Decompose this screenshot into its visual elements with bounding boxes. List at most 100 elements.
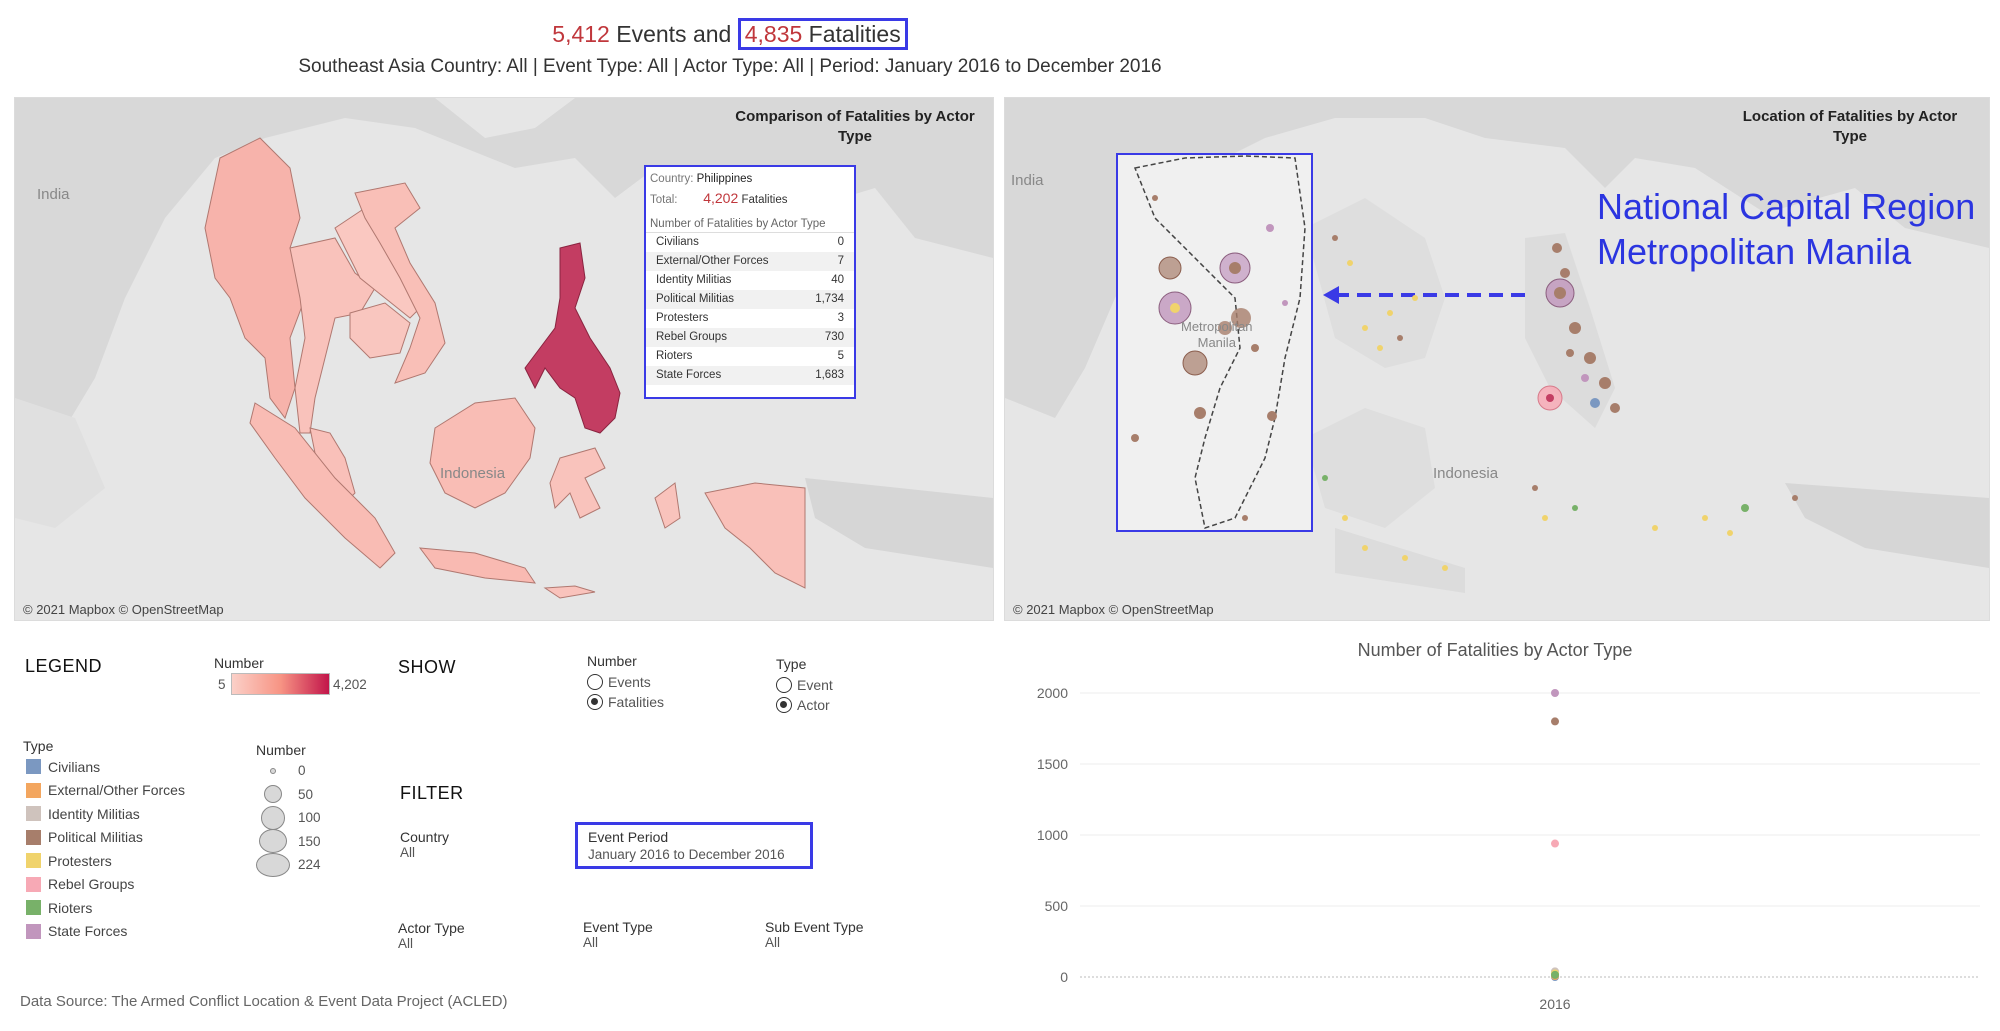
bubble-political-militias[interactable] [1251, 344, 1259, 352]
chart-point-state-forces[interactable] [1551, 689, 1559, 697]
cambodia-shape[interactable] [349, 302, 411, 359]
bubble-protesters[interactable] [1342, 515, 1348, 521]
bubble-political-militias[interactable] [1569, 322, 1581, 334]
tooltip-row-value: 7 [837, 255, 844, 267]
bubble-civilians[interactable] [1590, 398, 1600, 408]
right-india-label: India [1011, 172, 1044, 189]
bubble-political-militias[interactable] [1397, 335, 1403, 341]
bubble-political-militias[interactable] [1792, 495, 1798, 501]
bubble-political-militias[interactable] [1532, 485, 1538, 491]
bubble-political-militias[interactable] [1584, 352, 1596, 364]
sulawesi-shape[interactable] [549, 447, 606, 519]
bubble-political-militias[interactable] [1552, 243, 1562, 253]
bubble-protesters[interactable] [1442, 565, 1448, 571]
maluku-shape[interactable] [654, 482, 681, 529]
bubble-state-forces[interactable] [1581, 374, 1589, 382]
type-legend-item[interactable]: Protesters [26, 849, 185, 873]
bubble-political-militias[interactable] [1267, 411, 1277, 421]
bubble-protesters[interactable] [1170, 303, 1180, 313]
chart-point-rebel-groups[interactable] [1551, 839, 1559, 848]
event-type-filter[interactable]: Event Type All [583, 919, 653, 950]
bubble-political-militias[interactable] [1229, 262, 1241, 274]
bubble-protesters[interactable] [1387, 310, 1393, 316]
bubble-protesters[interactable] [1347, 260, 1353, 266]
bubble-political-militias[interactable] [1242, 515, 1248, 521]
philippines-tooltip: Country: Philippines Total: 4,202 Fatali… [644, 165, 856, 399]
bubble-protesters[interactable] [1542, 515, 1548, 521]
bubble-protesters[interactable] [1362, 325, 1368, 331]
right-map-title-line1: Location of Fatalities by Actor [1742, 108, 1958, 125]
type-legend-item[interactable]: External/Other Forces [26, 779, 185, 803]
color-ramp [231, 673, 330, 695]
bubble-rioters[interactable] [1741, 504, 1749, 512]
bubble-protesters[interactable] [1652, 525, 1658, 531]
papua-shape[interactable] [704, 482, 806, 589]
bubble-rioters[interactable] [1572, 505, 1578, 511]
fatalities-location-map[interactable]: India Indonesia Metropolitan Manila Loca… [1004, 97, 1990, 621]
bubble-protesters[interactable] [1702, 515, 1708, 521]
country-filter[interactable]: Country All [400, 829, 449, 860]
bubble-political-militias[interactable] [1194, 407, 1206, 419]
type-event-radio[interactable]: Event [776, 675, 833, 695]
vietnam-shape[interactable] [354, 182, 446, 384]
philippines-shape[interactable] [524, 242, 621, 434]
number-toggle-options: Events Fatalities [587, 672, 664, 712]
bubble-political-militias[interactable] [1332, 235, 1338, 241]
bubble-political-militias[interactable] [1566, 349, 1574, 357]
metro-manila-inset[interactable] [1116, 153, 1313, 532]
sub-event-type-filter[interactable]: Sub Event Type All [765, 919, 864, 950]
type-legend-item[interactable]: Political Militias [26, 826, 185, 850]
country-filter-value[interactable]: All [400, 845, 416, 860]
bubble-political-militias[interactable] [1599, 377, 1611, 389]
bubble-political-militias[interactable] [1158, 256, 1182, 280]
event-type-value[interactable]: All [583, 935, 599, 950]
bubble-political-militias[interactable] [1560, 268, 1570, 278]
bubble-political-militias[interactable] [1554, 287, 1566, 299]
bubble-protesters[interactable] [1402, 555, 1408, 561]
number-fatalities-radio[interactable]: Fatalities [587, 692, 664, 712]
bubble-state-forces[interactable] [1266, 224, 1274, 232]
type-legend-item[interactable]: Rioters [26, 896, 185, 920]
sumatra-shape[interactable] [249, 402, 396, 569]
bubble-political-militias[interactable] [1131, 434, 1139, 442]
lesser-sunda-shape[interactable] [543, 585, 596, 599]
bubble-protesters[interactable] [1412, 295, 1418, 301]
type-legend-item[interactable]: Identity Militias [26, 802, 185, 826]
chart-point-rioters[interactable] [1551, 970, 1559, 979]
radio-circle-icon[interactable] [776, 697, 792, 713]
right-background-indochina [1305, 198, 1445, 368]
bubble-protesters[interactable] [1362, 545, 1368, 551]
borneo-shape[interactable] [429, 397, 536, 509]
type-swatch [26, 923, 41, 939]
event-period-filter[interactable]: Event Period January 2016 to December 20… [575, 822, 813, 869]
java-shape[interactable] [418, 547, 537, 584]
bubble-political-militias[interactable] [1231, 308, 1251, 328]
actor-type-value[interactable]: All [398, 936, 414, 951]
actor-type-filter[interactable]: Actor Type All [398, 920, 465, 951]
chart-plot: 0 500 1000 1500 2000 2016 [1037, 685, 1980, 1012]
bubble-protesters[interactable] [1727, 530, 1733, 536]
sub-event-type-value[interactable]: All [765, 935, 781, 950]
radio-circle-icon[interactable] [587, 694, 603, 710]
myanmar-shape[interactable] [204, 137, 306, 420]
bubble-rebel-groups[interactable] [1546, 394, 1554, 402]
bubble-political-militias[interactable] [1218, 321, 1232, 335]
type-legend-item[interactable]: State Forces [26, 920, 185, 944]
bubble-political-militias[interactable] [1610, 403, 1620, 413]
fatalities-choropleth-map[interactable]: India Indonesia Comparison of Fatalities… [14, 97, 994, 621]
bubble-state-forces[interactable] [1282, 300, 1288, 306]
type-legend-item[interactable]: Rebel Groups [26, 873, 185, 897]
bubble-protesters[interactable] [1377, 345, 1383, 351]
bubble-rioters[interactable] [1322, 475, 1328, 481]
radio-circle-icon[interactable] [776, 677, 792, 693]
tooltip-row-value: 3 [837, 312, 844, 324]
event-period-value[interactable]: January 2016 to December 2016 [588, 847, 785, 862]
chart-point-political-militias[interactable] [1551, 717, 1559, 726]
number-events-radio[interactable]: Events [587, 672, 664, 692]
bubble-political-militias[interactable] [1182, 350, 1208, 376]
type-actor-radio[interactable]: Actor [776, 695, 833, 715]
radio-circle-icon[interactable] [587, 674, 603, 690]
type-legend-label: Type [23, 738, 54, 754]
bubble-political-militias[interactable] [1152, 195, 1158, 201]
type-legend-item[interactable]: Civilians [26, 755, 185, 779]
